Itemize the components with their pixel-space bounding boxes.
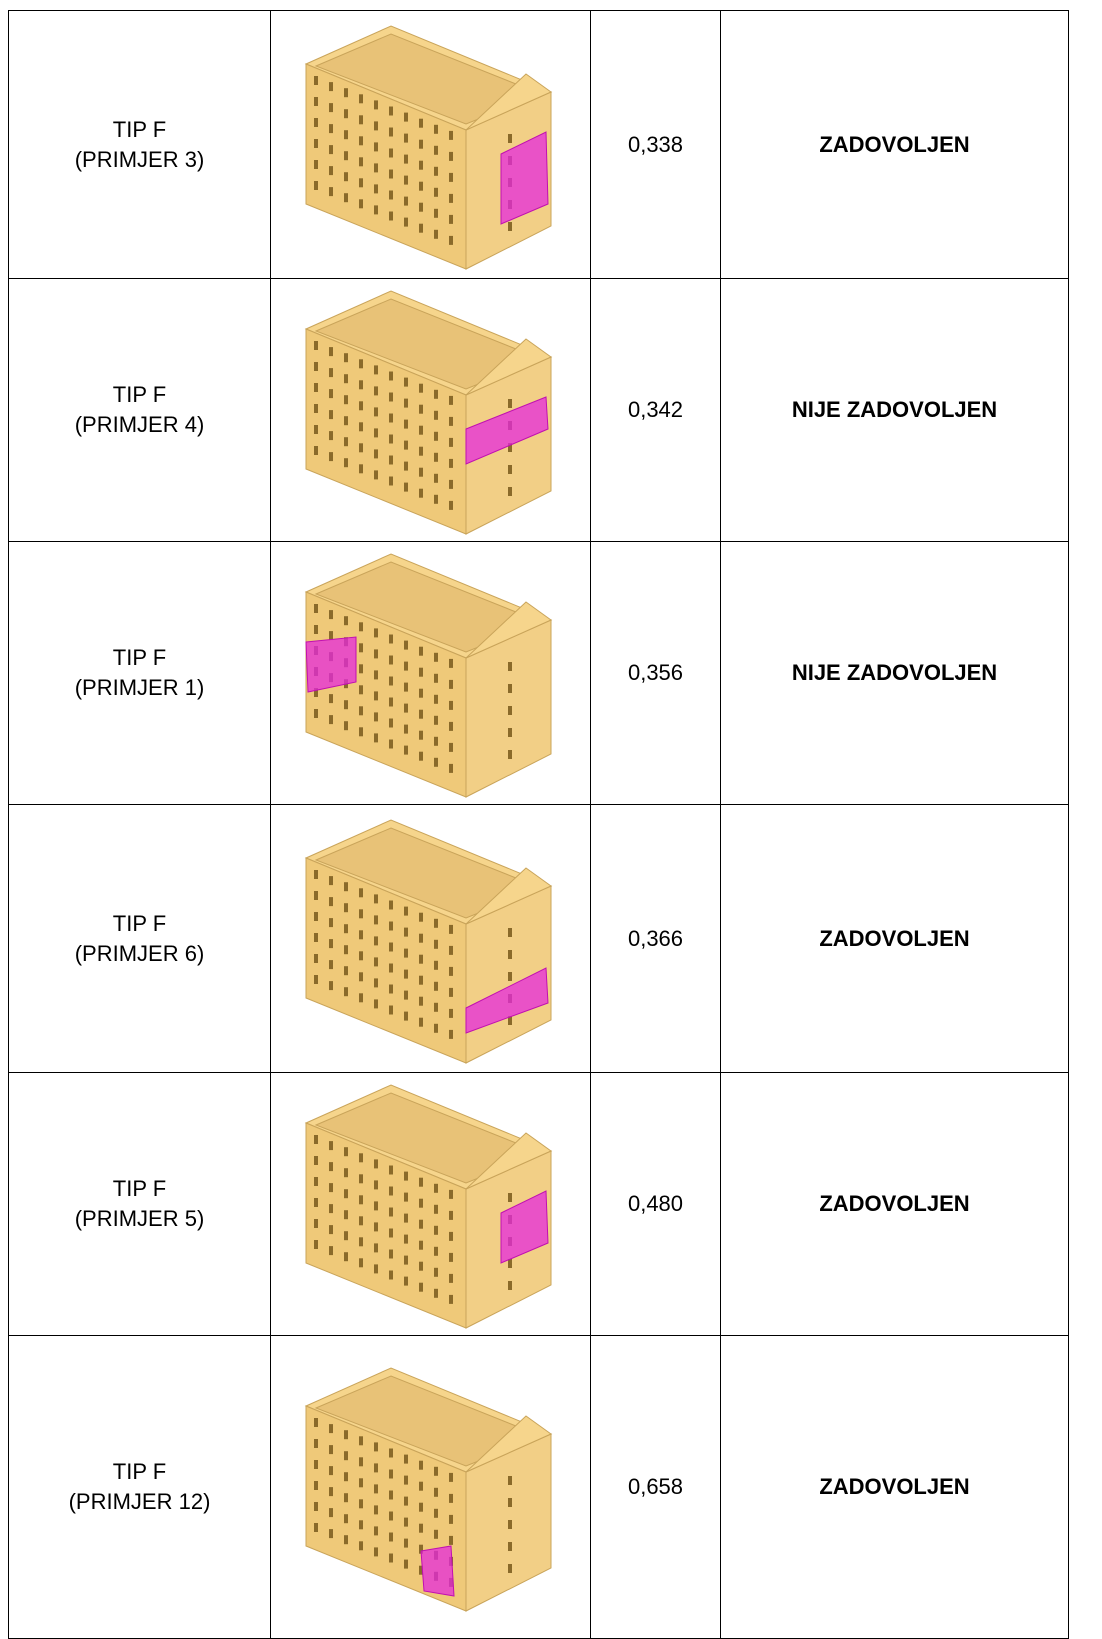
table-row: TIP F (PRIMJER 12) 0,658 ZADOVOLJEN: [8, 1335, 1069, 1639]
type-line: TIP F: [112, 910, 167, 936]
status-cell: NIJE ZADOVOLJEN: [720, 278, 1069, 542]
image-cell: [270, 10, 591, 279]
type-line: TIP F: [112, 116, 167, 142]
building-model: [305, 819, 551, 1063]
table-body: TIP F (PRIMJER 3) 0,338 ZADOVOLJEN TIP F (PRI…: [8, 10, 1069, 1639]
type-cell: TIP F (PRIMJER 4): [8, 278, 271, 542]
failure-zone: [465, 966, 549, 1034]
building-model: [305, 1084, 551, 1329]
status-cell: NIJE ZADOVOLJEN: [720, 541, 1069, 805]
table-row: TIP F (PRIMJER 5) 0,480 ZADOVOLJEN: [8, 1072, 1069, 1336]
type-cell: TIP F (PRIMJER 12): [8, 1335, 271, 1639]
failure-zone: [304, 636, 356, 693]
building-model: [305, 290, 551, 535]
building-model: [304, 553, 551, 798]
type-line: TIP F: [112, 382, 167, 407]
failure-zone: [500, 1190, 549, 1264]
image-cell: [270, 804, 591, 1073]
value-cell: 0,338: [590, 10, 721, 279]
type-line: (PRIMJER 3): [74, 146, 205, 172]
type-line: TIP F: [112, 1176, 167, 1201]
building-model: [305, 1367, 551, 1612]
value-cell: 0,356: [590, 541, 721, 805]
type-line: (PRIMJER 1): [74, 675, 205, 700]
type-line: (PRIMJER 4): [74, 412, 205, 437]
status-cell: ZADOVOLJEN: [720, 1335, 1069, 1639]
image-cell: [270, 541, 591, 805]
type-line: (PRIMJER 6): [74, 940, 205, 966]
type-cell: TIP F (PRIMJER 5): [8, 1072, 271, 1336]
type-line: TIP F: [112, 645, 167, 670]
type-line: (PRIMJER 5): [74, 1206, 205, 1231]
results-table: TIP F (PRIMJER 3) 0,338 ZADOVOLJEN TIP F (PRI…: [8, 10, 1069, 1639]
type-cell: TIP F (PRIMJER 6): [8, 804, 271, 1073]
building-model: [305, 25, 551, 269]
image-cell: [270, 1335, 591, 1639]
value-cell: 0,366: [590, 804, 721, 1073]
value-cell: 0,480: [590, 1072, 721, 1336]
status-cell: ZADOVOLJEN: [720, 804, 1069, 1073]
failure-zone: [500, 130, 549, 225]
table-row: TIP F (PRIMJER 4) 0,342 NIJE ZADOVOLJEN: [8, 278, 1069, 542]
value-cell: 0,342: [590, 278, 721, 542]
type-line: (PRIMJER 12): [68, 1489, 211, 1514]
table-row: TIP F (PRIMJER 6) 0,366 ZADOVOLJEN: [8, 804, 1069, 1073]
table-row: TIP F (PRIMJER 3) 0,338 ZADOVOLJEN: [8, 10, 1069, 279]
status-cell: ZADOVOLJEN: [720, 10, 1069, 279]
image-cell: [270, 1072, 591, 1336]
status-cell: ZADOVOLJEN: [720, 1072, 1069, 1336]
table-row: TIP F (PRIMJER 1) 0,356 NIJE ZADOVOLJEN: [8, 541, 1069, 805]
failure-zone: [465, 396, 549, 465]
failure-zone: [419, 1545, 455, 1597]
value-cell: 0,658: [590, 1335, 721, 1639]
type-cell: TIP F (PRIMJER 3): [8, 10, 271, 279]
type-cell: TIP F (PRIMJER 1): [8, 541, 271, 805]
building: [305, 819, 551, 1063]
image-cell: [270, 278, 591, 542]
type-line: TIP F: [112, 1459, 167, 1484]
